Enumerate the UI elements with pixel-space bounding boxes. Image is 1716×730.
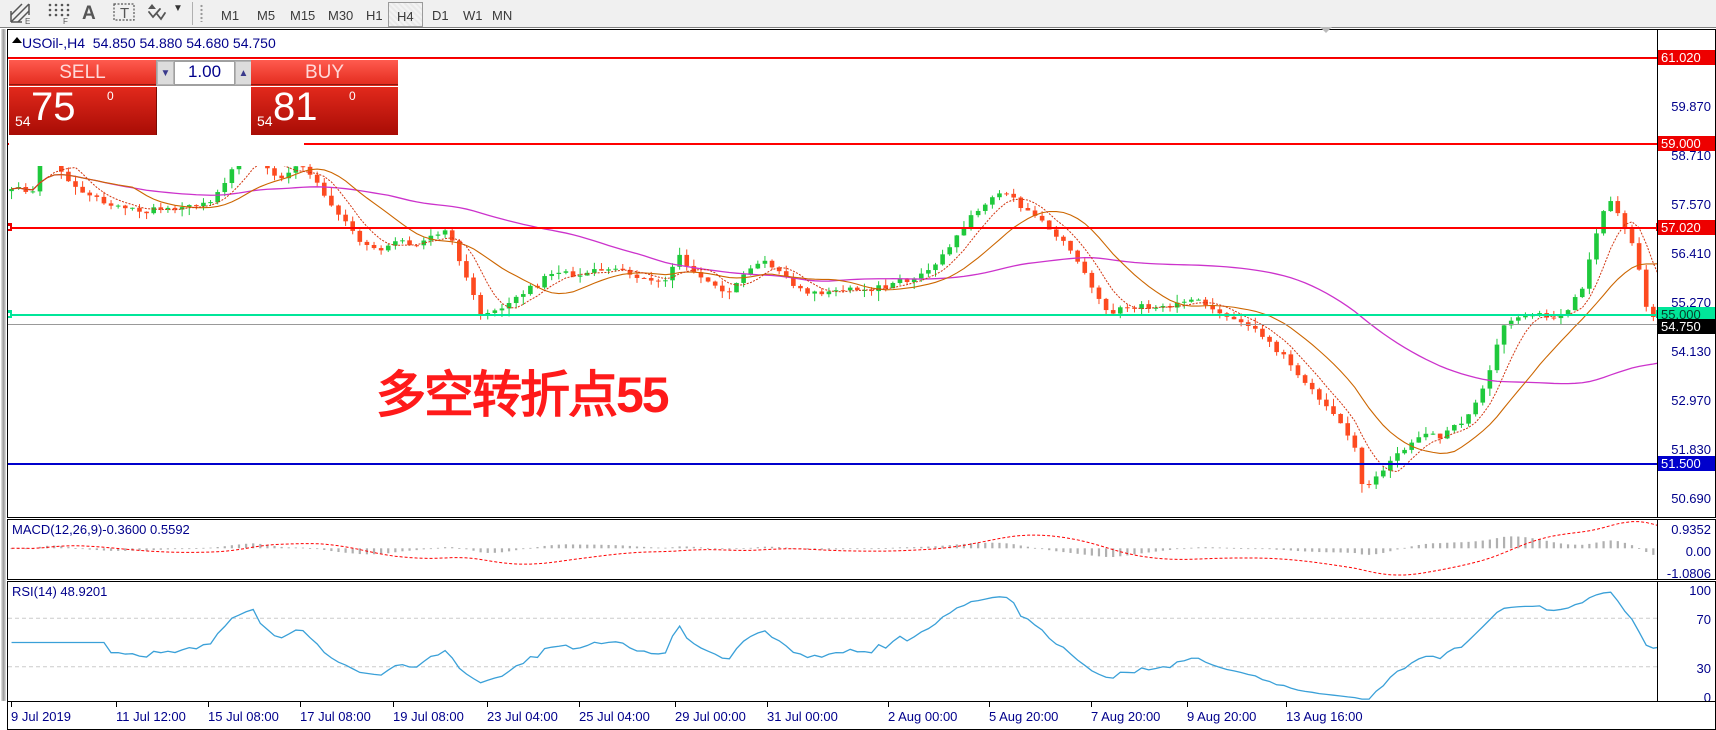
svg-text:T: T <box>120 5 129 22</box>
svg-text:E: E <box>25 17 30 25</box>
svg-text:F: F <box>63 17 68 25</box>
